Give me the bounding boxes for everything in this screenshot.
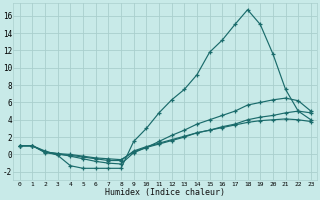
X-axis label: Humidex (Indice chaleur): Humidex (Indice chaleur) — [105, 188, 225, 197]
